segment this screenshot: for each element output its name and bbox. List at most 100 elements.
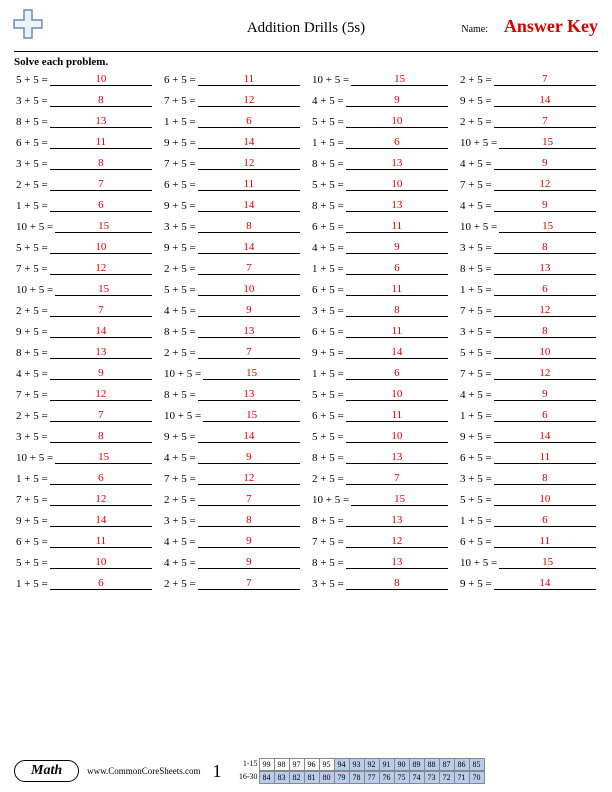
score-cell: 91 (379, 758, 395, 771)
score-table: 1-1599989796959493929190898887868516-308… (234, 758, 598, 784)
problem: 2 + 5 =7 (164, 347, 300, 359)
problem-answer: 13 (346, 200, 448, 212)
problem-expression: 8 + 5 = (312, 515, 344, 527)
problem-answer: 13 (198, 389, 300, 401)
problem-answer: 15 (203, 410, 300, 422)
problem-expression: 7 + 5 = (16, 494, 48, 506)
problem: 10 + 5 =15 (312, 494, 448, 506)
problem-expression: 10 + 5 = (312, 74, 349, 86)
problem: 6 + 5 =11 (460, 452, 596, 464)
score-cell: 81 (304, 771, 320, 784)
problem-answer: 8 (494, 473, 596, 485)
problem-answer: 12 (198, 473, 300, 485)
problem: 4 + 5 =9 (460, 200, 596, 212)
score-row: 1-15999897969594939291908988878685 (234, 758, 598, 771)
problem-answer: 15 (55, 284, 152, 296)
problem-answer: 15 (55, 221, 152, 233)
problem-answer: 9 (494, 200, 596, 212)
problem-expression: 9 + 5 = (16, 326, 48, 338)
problem: 7 + 5 =12 (460, 179, 596, 191)
problem-expression: 2 + 5 = (164, 494, 196, 506)
answer-key-label: Answer Key (504, 16, 598, 37)
score-cell: 78 (349, 771, 365, 784)
problem: 3 + 5 =8 (460, 473, 596, 485)
problem: 10 + 5 =15 (164, 368, 300, 380)
problem-answer: 10 (346, 116, 448, 128)
problem-answer: 8 (346, 578, 448, 590)
worksheet-header: Addition Drills (5s) Name: Answer Key (14, 10, 598, 52)
problem: 1 + 5 =6 (460, 515, 596, 527)
problem-answer: 8 (494, 242, 596, 254)
problem-answer: 12 (198, 95, 300, 107)
problem: 8 + 5 =13 (164, 326, 300, 338)
problem: 6 + 5 =11 (16, 137, 152, 149)
problem-answer: 7 (198, 578, 300, 590)
problem-answer: 14 (494, 578, 596, 590)
problem-expression: 10 + 5 = (164, 368, 201, 380)
problem-expression: 6 + 5 = (312, 221, 344, 233)
problem-answer: 11 (494, 536, 596, 548)
problem: 7 + 5 =12 (16, 494, 152, 506)
problem-answer: 11 (50, 536, 152, 548)
problem-expression: 4 + 5 = (164, 557, 196, 569)
problem-expression: 2 + 5 = (16, 179, 48, 191)
problem-expression: 5 + 5 = (312, 116, 344, 128)
problem: 3 + 5 =8 (312, 305, 448, 317)
problem-answer: 10 (198, 284, 300, 296)
problem: 7 + 5 =12 (16, 263, 152, 275)
problem-expression: 6 + 5 = (312, 284, 344, 296)
problem: 8 + 5 =13 (16, 347, 152, 359)
problem: 8 + 5 =13 (164, 389, 300, 401)
problem-expression: 1 + 5 = (460, 410, 492, 422)
problem: 2 + 5 =7 (460, 74, 596, 86)
problem-answer: 13 (346, 452, 448, 464)
problem: 3 + 5 =8 (312, 578, 448, 590)
problem-answer: 12 (198, 158, 300, 170)
problem-expression: 3 + 5 = (460, 326, 492, 338)
name-label: Name: (461, 24, 488, 35)
problem: 9 + 5 =14 (312, 347, 448, 359)
problem: 6 + 5 =11 (164, 179, 300, 191)
problem-expression: 9 + 5 = (460, 578, 492, 590)
problem: 9 + 5 =14 (16, 515, 152, 527)
problem: 10 + 5 =15 (460, 137, 596, 149)
problem: 4 + 5 =9 (460, 389, 596, 401)
problem-answer: 10 (50, 557, 152, 569)
problem: 3 + 5 =8 (460, 242, 596, 254)
problem: 8 + 5 =13 (312, 200, 448, 212)
problem-answer: 14 (198, 137, 300, 149)
problem-expression: 4 + 5 = (312, 242, 344, 254)
problem-answer: 13 (346, 515, 448, 527)
problem: 6 + 5 =11 (312, 221, 448, 233)
score-cell: 80 (319, 771, 335, 784)
problem: 5 + 5 =10 (312, 431, 448, 443)
problem-answer: 15 (351, 494, 448, 506)
problems-grid: 5 + 5 =106 + 5 =1110 + 5 =152 + 5 =73 + … (14, 74, 598, 590)
problem-answer: 11 (198, 74, 300, 86)
problem: 8 + 5 =13 (312, 557, 448, 569)
problem: 4 + 5 =9 (164, 536, 300, 548)
problem-answer: 9 (198, 305, 300, 317)
problem-answer: 11 (346, 326, 448, 338)
problem-answer: 9 (50, 368, 152, 380)
score-cell: 97 (289, 758, 305, 771)
problem: 2 + 5 =7 (164, 578, 300, 590)
problem: 3 + 5 =8 (16, 431, 152, 443)
problem-answer: 6 (346, 263, 448, 275)
problem-expression: 5 + 5 = (312, 179, 344, 191)
problem: 1 + 5 =6 (164, 116, 300, 128)
problem: 2 + 5 =7 (16, 410, 152, 422)
problem-expression: 1 + 5 = (460, 284, 492, 296)
problem-expression: 5 + 5 = (312, 431, 344, 443)
score-row-label: 1-15 (234, 758, 260, 771)
score-row: 16-30848382818079787776757473727170 (234, 771, 598, 784)
problem-expression: 10 + 5 = (16, 284, 53, 296)
problem-expression: 8 + 5 = (312, 452, 344, 464)
problem-answer: 11 (346, 410, 448, 422)
problem-expression: 1 + 5 = (312, 368, 344, 380)
problem-expression: 2 + 5 = (164, 263, 196, 275)
problem-expression: 8 + 5 = (16, 347, 48, 359)
problem-expression: 10 + 5 = (312, 494, 349, 506)
problem-answer: 15 (55, 452, 152, 464)
problem-answer: 9 (198, 452, 300, 464)
